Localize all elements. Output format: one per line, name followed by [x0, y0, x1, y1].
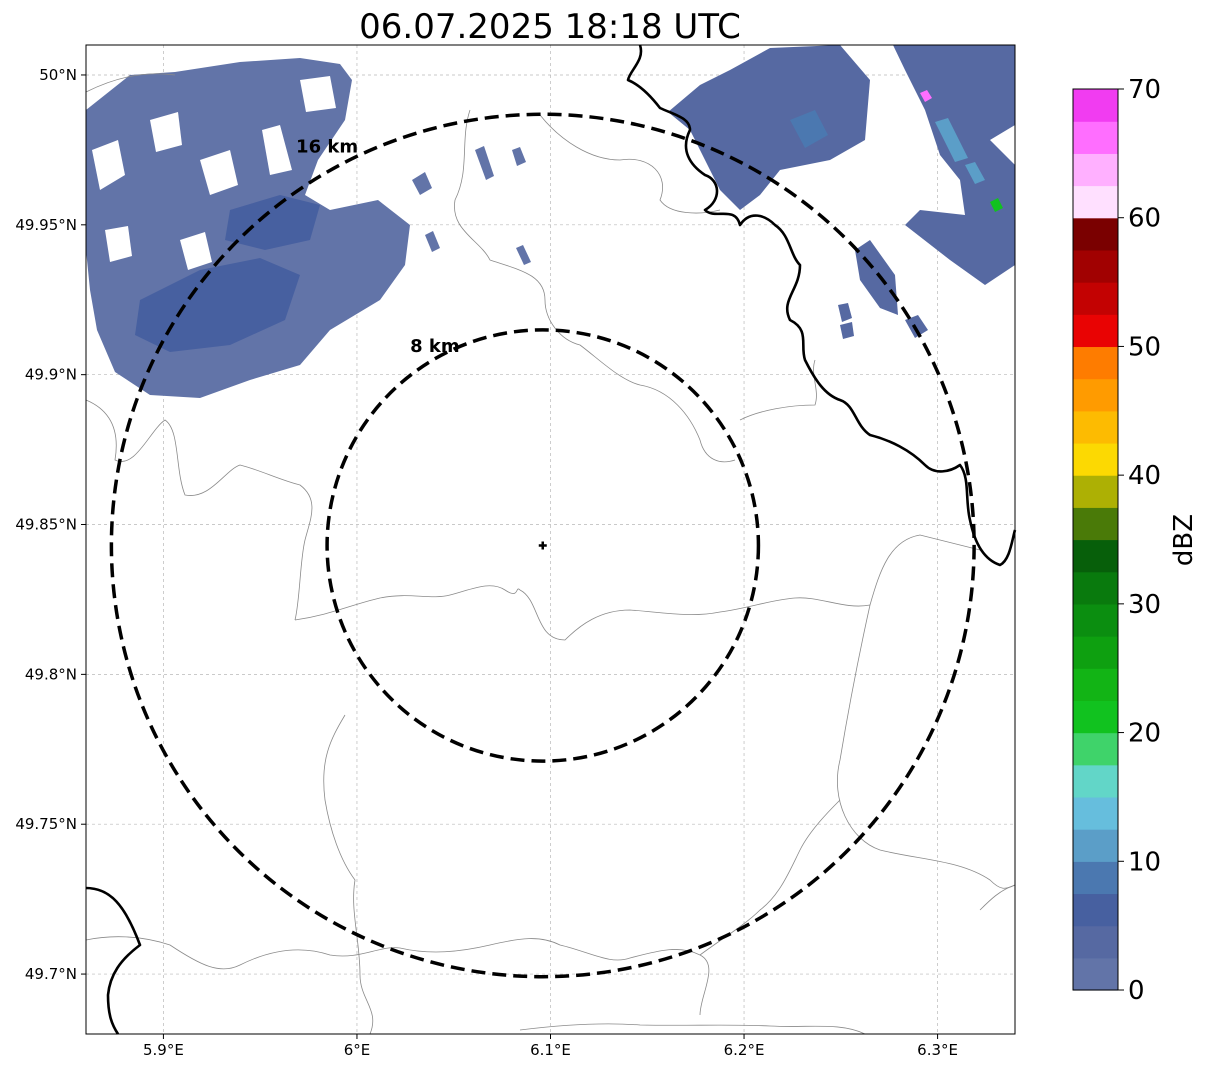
colorbar-band — [1073, 700, 1118, 734]
colorbar-band — [1073, 636, 1118, 669]
colorbar-band — [1073, 346, 1118, 380]
x-tick-label: 6.1°E — [530, 1041, 571, 1059]
x-tick-label: 5.9°E — [143, 1041, 184, 1059]
colorbar-band — [1073, 732, 1118, 766]
radar-site-marker — [538, 541, 547, 550]
echo-cluster-northeast — [668, 45, 870, 210]
national-borders — [85, 44, 1017, 1035]
colorbar-band — [1073, 217, 1118, 251]
colorbar-band — [1073, 153, 1118, 187]
colorbar-band — [1073, 410, 1118, 444]
range-ring-label: 8 km — [410, 336, 460, 357]
x-axis-ticks: 5.9°E 6°E 6.1°E 6.2°E 6.3°E — [143, 1034, 958, 1059]
y-axis-ticks: 50°N 49.95°N 49.9°N 49.85°N 49.8°N 49.75°N 49.… — [15, 66, 86, 983]
echo-core-northeast — [790, 110, 828, 148]
x-tick-label: 6.2°E — [724, 1041, 765, 1059]
colorbar: 0 10 20 30 40 50 60 70 dBZ — [1072, 75, 1199, 1006]
colorbar-band — [1073, 185, 1118, 219]
colorbar-band — [1073, 764, 1118, 798]
y-tick-label: 49.8°N — [25, 665, 77, 683]
colorbar-band — [1073, 314, 1118, 348]
echo-scatter-center — [412, 146, 531, 265]
colorbar-tick-label: 20 — [1128, 719, 1161, 749]
colorbar-band — [1073, 668, 1118, 701]
range-ring-label: 16 km — [296, 137, 358, 158]
y-tick-label: 49.95°N — [15, 216, 77, 234]
echo-high-cell — [920, 90, 932, 102]
colorbar-bands — [1073, 89, 1118, 991]
range-ring — [109, 112, 976, 979]
y-tick-label: 49.7°N — [25, 965, 77, 983]
figure-title: 06.07.2025 18:18 UTC — [359, 7, 741, 47]
colorbar-band — [1073, 539, 1118, 573]
colorbar-tick-label: 30 — [1128, 590, 1161, 620]
colorbar-band — [1073, 249, 1118, 283]
colorbar-band — [1073, 571, 1118, 605]
colorbar-band — [1073, 121, 1118, 154]
colorbar-band — [1073, 829, 1118, 862]
colorbar-band — [1073, 603, 1118, 637]
colorbar-band — [1073, 796, 1118, 830]
echo-core-east — [935, 118, 985, 184]
colorbar-tick-label: 50 — [1128, 332, 1161, 362]
x-tick-label: 6.3°E — [917, 1041, 958, 1059]
colorbar-tick-label: 40 — [1128, 461, 1161, 491]
y-tick-label: 49.85°N — [15, 516, 77, 534]
colorbar-band — [1073, 89, 1118, 122]
colorbar-band — [1073, 442, 1118, 476]
echo-core-northwest — [135, 195, 320, 352]
y-tick-label: 49.9°N — [25, 366, 77, 384]
y-tick-label: 50°N — [39, 66, 77, 84]
colorbar-frame — [1072, 88, 1119, 991]
x-tick-label: 6°E — [344, 1041, 371, 1059]
colorbar-band — [1073, 925, 1118, 959]
radar-echoes — [86, 45, 1015, 398]
echo-moderate-cell — [990, 198, 1003, 212]
colorbar-tick-label: 60 — [1128, 204, 1161, 234]
range-ring — [325, 328, 761, 763]
colorbar-label: dBZ — [1169, 514, 1199, 566]
range-rings: 8 km 16 km — [109, 112, 976, 979]
colorbar-band — [1073, 282, 1118, 315]
colorbar-band — [1073, 893, 1118, 927]
colorbar-tick-label: 70 — [1128, 75, 1161, 105]
colorbar-band — [1073, 507, 1118, 541]
colorbar-band — [1073, 861, 1118, 895]
colorbar-tick-label: 10 — [1128, 847, 1161, 877]
map-panel: 8 km 16 km — [85, 44, 1017, 1035]
colorbar-band — [1073, 475, 1118, 508]
admin-boundaries — [85, 73, 1016, 1035]
colorbar-band — [1073, 378, 1118, 412]
colorbar-tick-label: 0 — [1128, 976, 1145, 1006]
colorbar-band — [1073, 957, 1118, 991]
colorbar-ticks: 0 10 20 30 40 50 60 70 — [1118, 75, 1161, 1006]
y-tick-label: 49.75°N — [15, 815, 77, 833]
